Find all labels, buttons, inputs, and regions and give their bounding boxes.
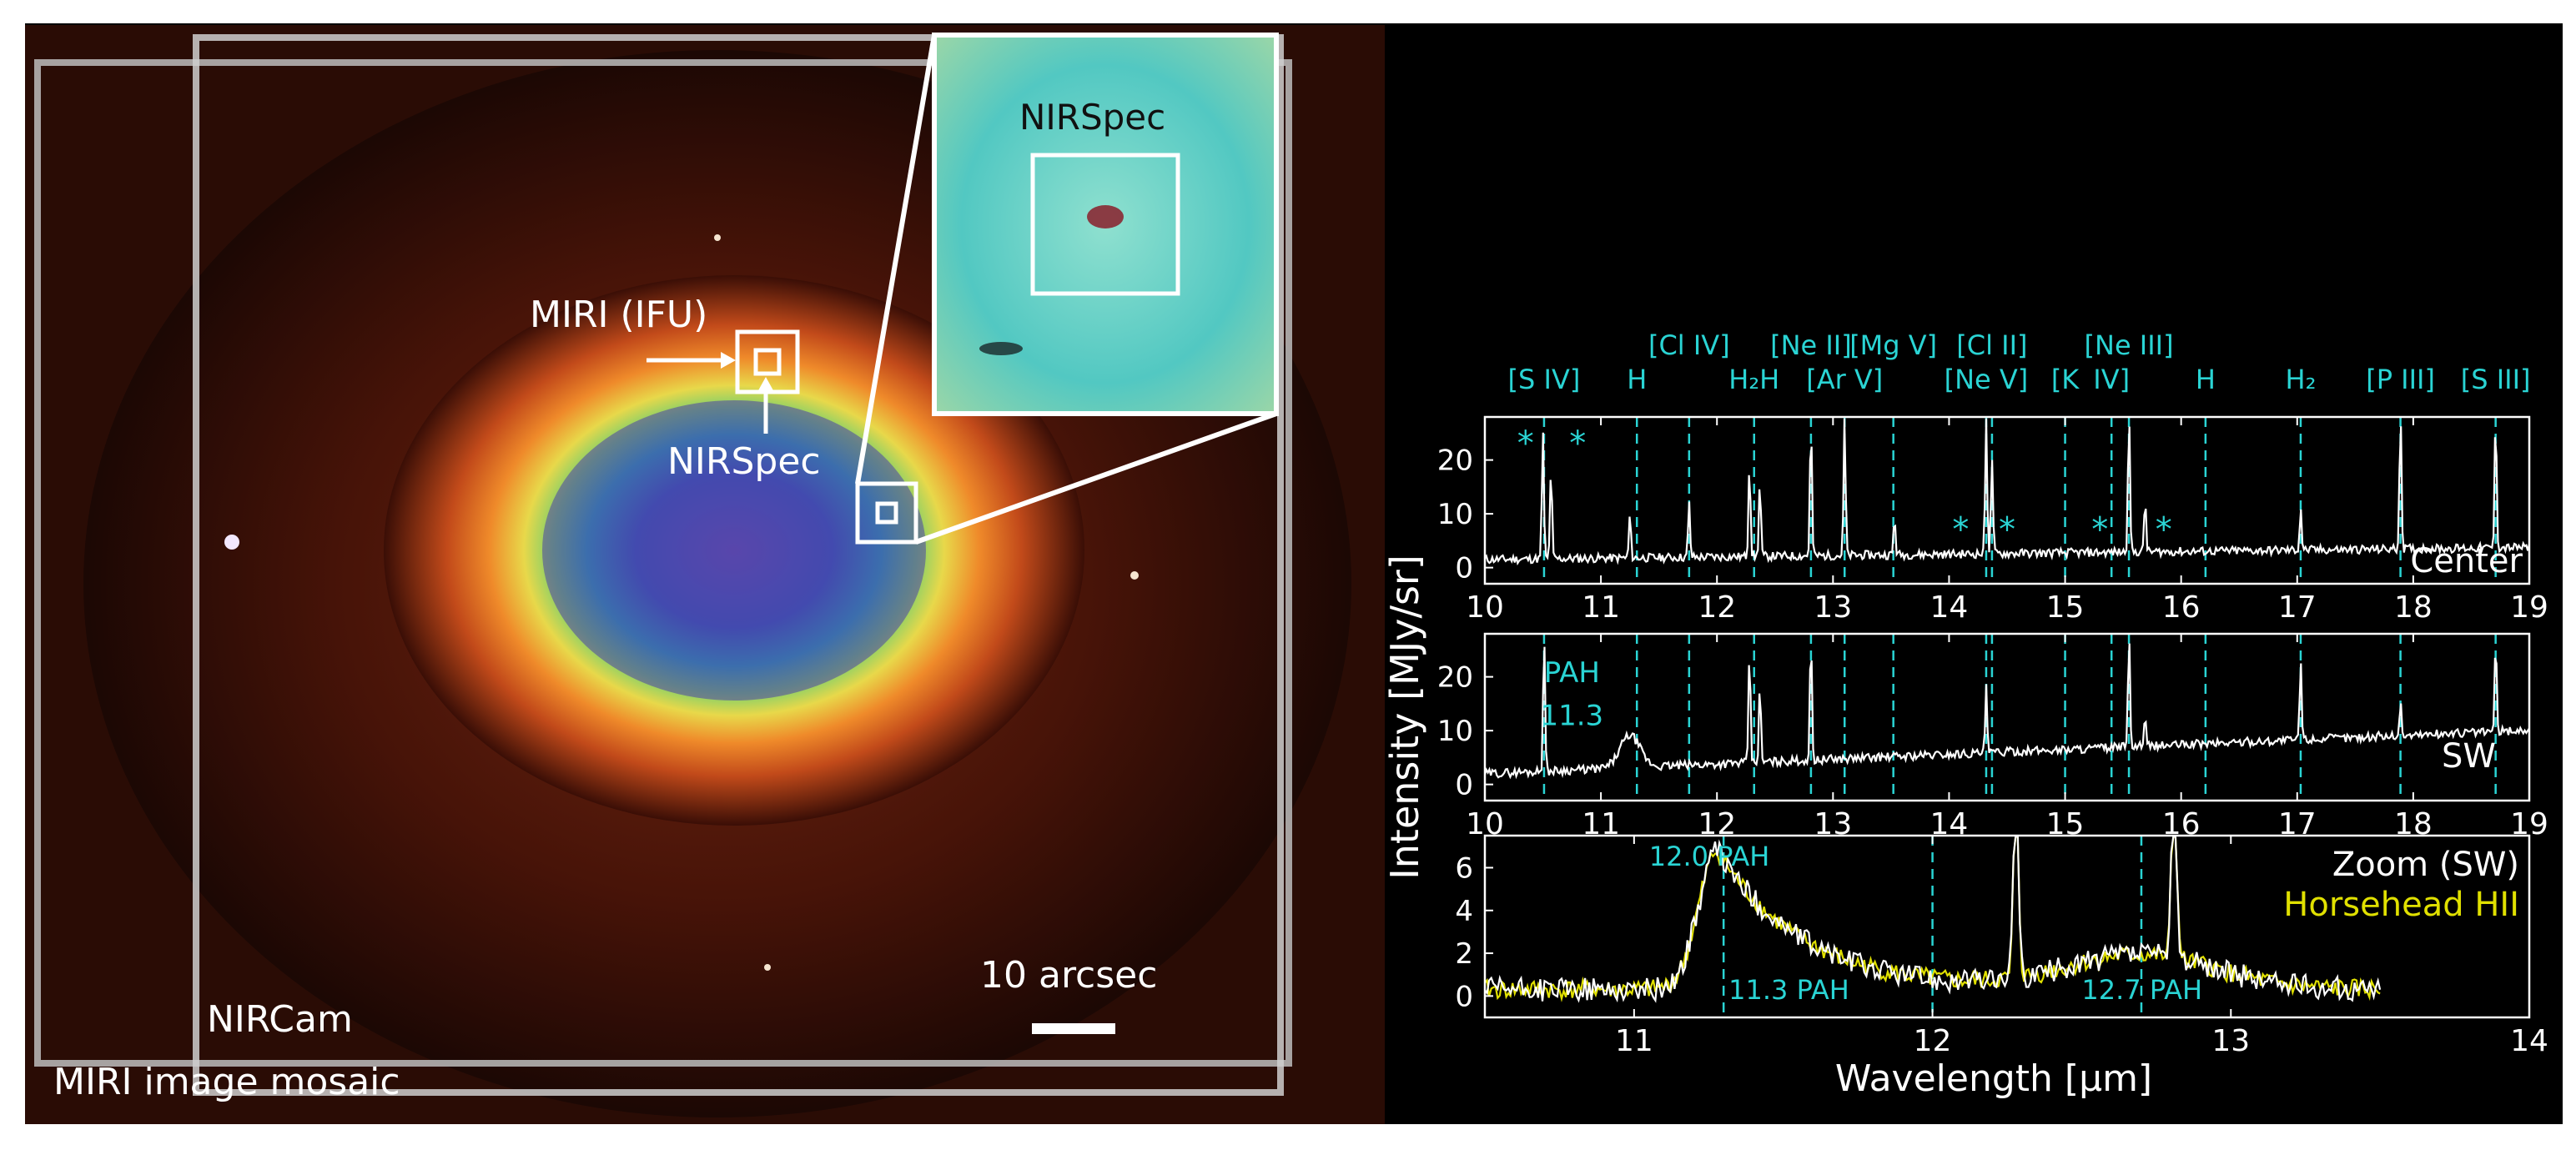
x-tick-label: 11 xyxy=(1582,590,1620,625)
x-tick-label: 11 xyxy=(1615,1024,1653,1058)
y-tick-label: 20 xyxy=(1437,661,1473,695)
nebula-image-panel: MIRI (IFU) NIRSpec NIRSpec 10 arcsec NIR… xyxy=(25,25,1385,1124)
axes-frame xyxy=(1483,415,2531,585)
x-tick-label: 14 xyxy=(1930,590,1969,625)
center-spectrum-panel: 10 11 12 13 14 15 16 17 18 19 0 10 20 * * * * * * Center xyxy=(1437,415,2548,625)
zoom-spectrum-line xyxy=(1484,836,2382,1003)
x-tick-label: 12 xyxy=(1914,1024,1952,1058)
sw-nirspec-box xyxy=(875,501,898,525)
nirspec-arrowhead xyxy=(757,377,774,392)
x-tick-label: 13 xyxy=(1814,590,1852,625)
line-id-label: [Ne II] xyxy=(1770,329,1852,361)
line-id-label: [Ne III] xyxy=(2085,329,2174,361)
line-id-labels: [S IV] H[Cl IV]H₂H[Ne II][Ar V][Mg V][Ne … xyxy=(1508,329,2531,395)
inset-connector-top xyxy=(855,34,937,485)
x-tick-label: 17 xyxy=(2278,590,2317,625)
miri-mosaic-outline xyxy=(34,59,1292,1067)
inset-knot xyxy=(1087,205,1124,228)
y-tick-label: 0 xyxy=(1455,769,1473,802)
line-id-label: H₂H xyxy=(1728,364,1779,395)
line-id-label: [Ar V] xyxy=(1806,364,1883,395)
line-id-label: H xyxy=(1627,364,1647,395)
x-tick-label: 12 xyxy=(1698,590,1736,625)
x-tick-label: 15 xyxy=(2046,590,2085,625)
y-tick-label: 2 xyxy=(1455,937,1473,971)
line-id-label: IV] xyxy=(2093,364,2130,395)
star xyxy=(224,535,239,550)
y-tick-label: 6 xyxy=(1455,851,1473,885)
sw-box xyxy=(855,481,918,545)
legend-zoom-sw: Zoom (SW) xyxy=(2332,846,2519,884)
nirspec-box-center xyxy=(753,348,782,376)
line-id-label: [Cl II] xyxy=(1956,329,2027,361)
x-axis-label: Wavelength [μm] xyxy=(1835,1057,2152,1100)
mosaic-label: MIRI image mosaic xyxy=(53,1061,400,1103)
sw-panel-label: SW xyxy=(2442,737,2496,776)
contaminant-marker: * xyxy=(1999,510,2015,549)
x-tick-label: 14 xyxy=(2510,1024,2548,1058)
contaminant-marker: * xyxy=(2156,510,2172,549)
pah-label: 12.0 PAH xyxy=(1649,841,1770,872)
y-tick-label: 0 xyxy=(1455,552,1473,585)
y-tick-label: 4 xyxy=(1455,895,1473,928)
nircam-outline xyxy=(193,34,1284,1096)
line-id-label: [Ne V] xyxy=(1945,364,2029,395)
y-tick-label: 20 xyxy=(1437,444,1473,478)
x-tick-label: 10 xyxy=(1466,590,1504,625)
y-tick-label: 10 xyxy=(1437,498,1473,531)
star xyxy=(714,234,721,241)
center-panel-label: Center xyxy=(2410,542,2523,580)
zoom-spectrum-line xyxy=(1484,836,2381,1002)
x-tick-label: 13 xyxy=(2211,1024,2250,1058)
line-id-label: [Mg V] xyxy=(1849,329,1937,361)
line-id-label: [P III] xyxy=(2366,364,2435,395)
nircam-label: NIRCam xyxy=(207,998,353,1041)
spectra-panel: [S IV] H[Cl IV]H₂H[Ne II][Ar V][Mg V][Ne … xyxy=(1382,25,2563,1124)
spectrum-line xyxy=(1484,418,2531,566)
line-id-label: [K xyxy=(2051,364,2080,395)
scale-label: 10 arcsec xyxy=(980,954,1157,997)
line-id-label: [S IV] xyxy=(1508,364,1581,395)
y-tick-label: 0 xyxy=(1455,980,1473,1013)
line-id-label: H xyxy=(2196,364,2216,395)
axes-frame xyxy=(1483,632,2531,802)
zoom-spectrum-panel: 11 12 13 14 0 2 4 6 11.3 PAH 12.0 PAH 12.7 PAH Zoom… xyxy=(1455,834,2548,1058)
axes-frame xyxy=(1483,834,2531,1019)
scale-bar xyxy=(1032,1023,1115,1034)
pah-label: 11.3 PAH xyxy=(1728,974,1849,1006)
nebula-core xyxy=(542,400,926,701)
contaminant-marker: * xyxy=(1517,424,1534,463)
y-axis-label: Intensity [MJy/sr] xyxy=(1382,555,1427,880)
nirspec-label: NIRSpec xyxy=(667,440,821,483)
inset-knot xyxy=(979,342,1023,355)
line-id-label: H₂ xyxy=(2286,364,2317,395)
pah-label: 12.7 PAH xyxy=(2081,974,2202,1006)
star xyxy=(1130,571,1139,580)
star xyxy=(764,964,771,971)
y-tick-label: 10 xyxy=(1437,715,1473,748)
line-id-label: [Cl IV] xyxy=(1648,329,1730,361)
x-tick-label: 16 xyxy=(2162,590,2201,625)
inset-nirspec-box xyxy=(1030,153,1180,296)
spectra-background xyxy=(1385,25,2563,1124)
inset-connector-bottom xyxy=(914,411,1278,545)
contaminant-marker: * xyxy=(2091,510,2108,549)
spectrum-line xyxy=(1483,643,2530,780)
miri-ifu-arrowhead xyxy=(721,352,736,369)
line-id-label: [S III] xyxy=(2461,364,2531,395)
pah-annotation: PAH xyxy=(1544,656,1600,690)
x-tick-label: 18 xyxy=(2394,590,2433,625)
x-tick-label: 19 xyxy=(2510,590,2548,625)
miri-ifu-label: MIRI (IFU) xyxy=(530,294,707,336)
inset-nirspec-label: NIRSpec xyxy=(1019,97,1165,138)
legend-horsehead: Horsehead HII xyxy=(2283,886,2519,924)
contaminant-marker: * xyxy=(1569,424,1586,463)
contaminant-marker: * xyxy=(1952,510,1969,549)
pah-annotation: 11.3 xyxy=(1540,700,1603,733)
